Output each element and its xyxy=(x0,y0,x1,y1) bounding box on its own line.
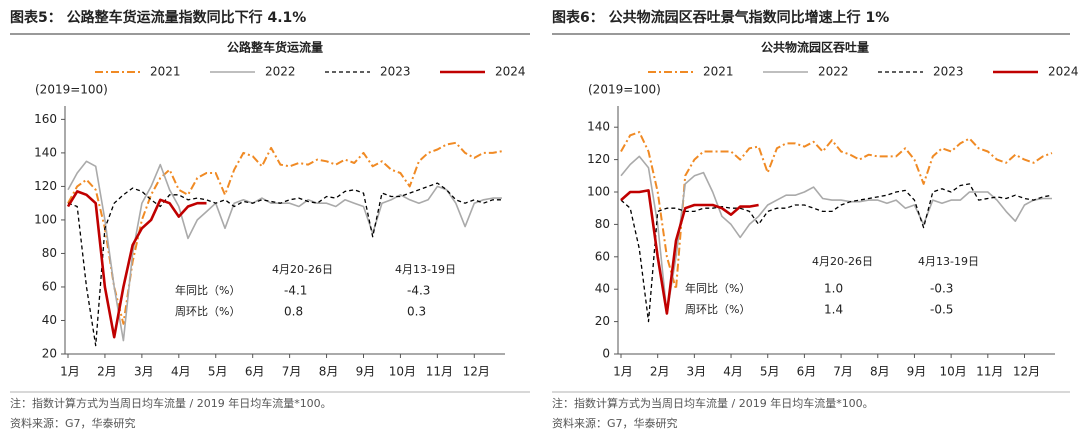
legend-label: 2023 xyxy=(380,65,411,79)
x-tick-label: 5月 xyxy=(760,365,780,379)
x-tick-label: 10月 xyxy=(939,365,966,379)
y-tick-label: 140 xyxy=(587,120,610,134)
legend-label: 2021 xyxy=(150,65,181,79)
y-tick-label: 0 xyxy=(602,347,610,361)
table-cell: -4.1 xyxy=(284,284,307,298)
table-cell: -0.3 xyxy=(930,282,953,296)
legend-label: 2022 xyxy=(265,65,296,79)
legend-label: 2023 xyxy=(933,65,964,79)
table-cell: -4.3 xyxy=(407,284,430,298)
y-tick-label: 120 xyxy=(34,179,57,193)
y-tick-label: 40 xyxy=(42,313,57,327)
table-row-label: 年同比（%） xyxy=(175,283,240,297)
x-tick-label: 1月 xyxy=(613,365,633,379)
x-tick-label: 2月 xyxy=(650,365,670,379)
x-tick-label: 7月 xyxy=(833,365,853,379)
table-row-label: 周环比（%） xyxy=(175,305,240,318)
series-line xyxy=(620,155,1052,315)
y-tick-label: 20 xyxy=(42,347,57,361)
y-tick-label: 80 xyxy=(42,246,57,260)
source: 资料来源：G7，华泰研究 xyxy=(10,416,136,430)
series-line xyxy=(620,183,1053,323)
chart-panel: 图表5： 公路整车货运流量指数同比下行 4.1% 公路整车货运流量 2021 2022… xyxy=(10,9,530,430)
x-tick-label: 7月 xyxy=(282,365,302,379)
y-axis-label: (2019=100) xyxy=(588,83,661,97)
x-tick-label: 8月 xyxy=(870,365,890,379)
table-column-header: 4月20-26日 xyxy=(272,263,333,276)
y-tick-label: 60 xyxy=(42,279,57,293)
legend-label: 2024 xyxy=(1048,65,1079,79)
x-tick-label: 9月 xyxy=(907,365,927,379)
table-column-header: 4月20-26日 xyxy=(812,255,873,268)
y-tick-label: 100 xyxy=(587,185,610,199)
table-cell: -0.5 xyxy=(930,303,953,317)
series-line xyxy=(67,182,502,347)
y-tick-label: 100 xyxy=(34,212,57,226)
x-tick-label: 3月 xyxy=(687,365,707,379)
table-cell: 0.8 xyxy=(284,305,303,319)
x-tick-label: 12月 xyxy=(1013,365,1040,379)
y-axis-label: (2019=100) xyxy=(35,83,108,97)
x-tick-label: 6月 xyxy=(797,365,817,379)
table-column-header: 4月13-19日 xyxy=(395,263,456,276)
series-line xyxy=(67,141,503,325)
y-tick-label: 120 xyxy=(587,152,610,166)
y-tick-label: 60 xyxy=(595,249,610,263)
series-line xyxy=(67,160,502,342)
table-column-header: 4月13-19日 xyxy=(918,255,979,268)
panel-heading: 图表5： 公路整车货运流量指数同比下行 4.1% xyxy=(10,9,306,26)
note: 注：指数计算方式为当周日均车流量 / 2019 年日均车流量*100。 xyxy=(552,396,874,410)
series-line xyxy=(66,190,207,339)
legend-label: 2021 xyxy=(703,65,734,79)
x-tick-label: 9月 xyxy=(356,365,376,379)
x-tick-label: 2月 xyxy=(97,365,117,379)
table-cell: 1.0 xyxy=(824,282,843,296)
legend-label: 2022 xyxy=(818,65,849,79)
chart-title: 公共物流园区吞吐量 xyxy=(761,40,869,55)
x-tick-label: 10月 xyxy=(389,365,416,379)
x-tick-label: 11月 xyxy=(976,365,1003,379)
table-cell: 0.3 xyxy=(407,305,426,319)
table-row-label: 周环比（%） xyxy=(685,303,750,316)
y-tick-label: 40 xyxy=(595,282,610,296)
x-tick-label: 4月 xyxy=(723,365,743,379)
y-tick-label: 140 xyxy=(34,145,57,159)
y-tick-label: 20 xyxy=(595,314,610,328)
table-cell: 1.4 xyxy=(824,303,843,317)
table-row-label: 年同比（%） xyxy=(685,281,750,295)
y-tick-label: 80 xyxy=(595,217,610,231)
chart-title: 公路整车货运流量 xyxy=(227,40,323,55)
x-tick-label: 11月 xyxy=(426,365,453,379)
note: 注：指数计算方式为当周日均车流量 / 2019 年日均车流量*100。 xyxy=(10,396,332,410)
source: 资料来源：G7，华泰研究 xyxy=(552,416,678,430)
x-tick-label: 8月 xyxy=(319,365,339,379)
x-tick-label: 1月 xyxy=(60,365,80,379)
panel-heading: 图表6： 公共物流园区吞吐景气指数同比增速上行 1% xyxy=(552,9,889,26)
y-tick-label: 160 xyxy=(34,112,57,126)
legend-label: 2024 xyxy=(495,65,526,79)
x-tick-label: 6月 xyxy=(245,365,265,379)
chart-panel: 图表6： 公共物流园区吞吐景气指数同比增速上行 1% 公共物流园区吞吐量 2021 2… xyxy=(552,9,1079,430)
x-tick-label: 12月 xyxy=(463,365,490,379)
x-tick-label: 3月 xyxy=(134,365,154,379)
x-tick-label: 5月 xyxy=(208,365,228,379)
x-tick-label: 4月 xyxy=(171,365,191,379)
series-line xyxy=(620,189,759,315)
